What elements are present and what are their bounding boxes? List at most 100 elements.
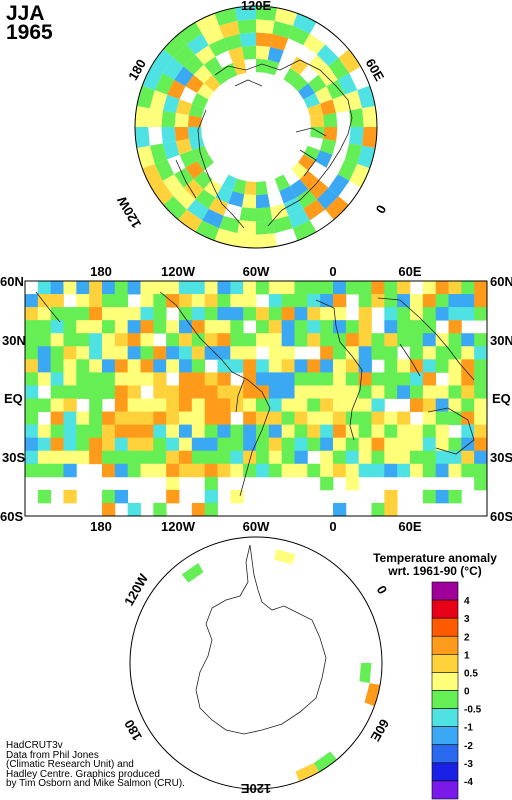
- anomaly-cell: [316, 187, 339, 210]
- anomaly-cell: [76, 320, 90, 334]
- anomaly-cell: [174, 127, 189, 142]
- anomaly-cell: [217, 281, 231, 295]
- anomaly-cell: [371, 398, 385, 412]
- anomaly-cell: [281, 372, 295, 386]
- anomaly-cell: [461, 385, 475, 399]
- lat-label-60n-right: 60N: [490, 274, 512, 289]
- lon-label-0: 0: [329, 264, 336, 279]
- anomaly-cell: [371, 437, 385, 452]
- anomaly-cell: [151, 180, 174, 205]
- anomaly-cell: [142, 163, 163, 188]
- global-map: 180 120W 60W 0 60E 180 120W 60W 0 60E 60…: [0, 264, 512, 534]
- anomaly-cell: [349, 108, 364, 127]
- anomaly-cell: [333, 398, 347, 412]
- anomaly-cell: [191, 424, 206, 439]
- anomaly-cell: [221, 174, 238, 192]
- anomaly-cell: [268, 450, 283, 465]
- anomaly-cell: [204, 372, 218, 386]
- anomaly-cell: [208, 38, 229, 57]
- anomaly-cell: [188, 136, 205, 151]
- anomaly-cell: [102, 346, 116, 360]
- anomaly-cell: [148, 108, 163, 127]
- anomaly-cell: [474, 424, 487, 439]
- anomaly-cell: [474, 294, 487, 308]
- anomaly-cell: [384, 450, 398, 465]
- anomaly-cell: [217, 424, 231, 439]
- anomaly-cell: [243, 281, 257, 295]
- anomaly-cell: [256, 385, 270, 399]
- anomaly-cell: [371, 333, 385, 347]
- anomaly-cell: [50, 333, 64, 347]
- anomaly-cell: [474, 385, 487, 399]
- anomaly-cell: [303, 33, 326, 55]
- anomaly-cell: [435, 346, 449, 360]
- anomaly-cell: [461, 359, 475, 373]
- anomaly-cell: [281, 385, 295, 399]
- anomaly-cell: [256, 6, 277, 21]
- anomaly-cell: [307, 307, 321, 321]
- anomaly-cell: [154, 73, 175, 95]
- anomaly-cell: [25, 437, 39, 452]
- anomaly-cell: [179, 398, 193, 412]
- anomaly-cell: [63, 385, 77, 399]
- anomaly-cell: [76, 307, 90, 321]
- anomaly-cell: [179, 307, 193, 321]
- anomaly-cell: [333, 502, 347, 516]
- anomaly-cell: [50, 424, 64, 439]
- anomaly-cell: [127, 398, 141, 412]
- anomaly-cell: [204, 307, 218, 321]
- anomaly-cell: [127, 372, 141, 386]
- anomaly-cell: [410, 307, 424, 321]
- anomaly-cell: [290, 56, 309, 75]
- anomaly-cell: [102, 281, 116, 295]
- anomaly-cell: [114, 359, 129, 373]
- anomaly-cell: [37, 320, 52, 334]
- anomaly-cell: [371, 372, 385, 386]
- legend-swatch: [431, 635, 459, 655]
- anomaly-cell: [307, 424, 321, 439]
- global-coastline: [35, 291, 475, 497]
- anomaly-cell: [114, 346, 129, 360]
- anomaly-cell: [228, 46, 245, 63]
- anomaly-cell: [345, 437, 360, 452]
- anomaly-cell: [307, 385, 321, 399]
- anomaly-cell: [281, 398, 295, 412]
- lon-label-180: 180: [90, 264, 112, 279]
- anomaly-cell: [461, 307, 475, 321]
- global-map-lon-labels: 180 120W 60W 0 60E 180 120W 60W 0 60E: [90, 264, 422, 534]
- anomaly-cell: [270, 203, 289, 221]
- anomaly-cell: [243, 359, 257, 373]
- anomaly-cell: [50, 294, 64, 308]
- credit-line-2: Data from Phil Jones: [6, 749, 99, 761]
- anomaly-cell: [461, 294, 475, 308]
- anomaly-cell: [181, 563, 204, 583]
- anomaly-cell: [308, 179, 329, 200]
- anomaly-cell: [435, 489, 449, 504]
- anomaly-cell: [268, 424, 283, 439]
- anomaly-cell: [63, 333, 77, 347]
- anomaly-cell: [333, 411, 347, 426]
- anomaly-cell: [294, 463, 308, 478]
- anomaly-cell: [204, 450, 218, 465]
- anomaly-cell: [232, 59, 247, 76]
- anomaly-cell: [243, 333, 257, 347]
- anomaly-cell: [230, 437, 244, 452]
- year-label: 1965: [6, 21, 53, 44]
- anomaly-cell: [140, 294, 154, 308]
- anomaly-cell: [422, 307, 437, 321]
- anomaly-cell: [166, 333, 180, 347]
- season-title: JJA 1965: [6, 3, 53, 44]
- anomaly-cell: [295, 763, 319, 782]
- anomaly-cell: [140, 320, 154, 334]
- anomaly-cell: [448, 437, 462, 452]
- anomaly-cell: [76, 346, 90, 360]
- anomaly-cell: [25, 463, 39, 478]
- anomaly-cell: [345, 450, 360, 465]
- anomaly-cell: [37, 346, 52, 360]
- anomaly-cell: [448, 411, 462, 426]
- anomaly-cell: [25, 424, 39, 439]
- anomaly-cell: [384, 359, 398, 373]
- anomaly-cell: [214, 7, 238, 26]
- anomaly-cell: [320, 398, 334, 412]
- anomaly-cell: [195, 220, 220, 241]
